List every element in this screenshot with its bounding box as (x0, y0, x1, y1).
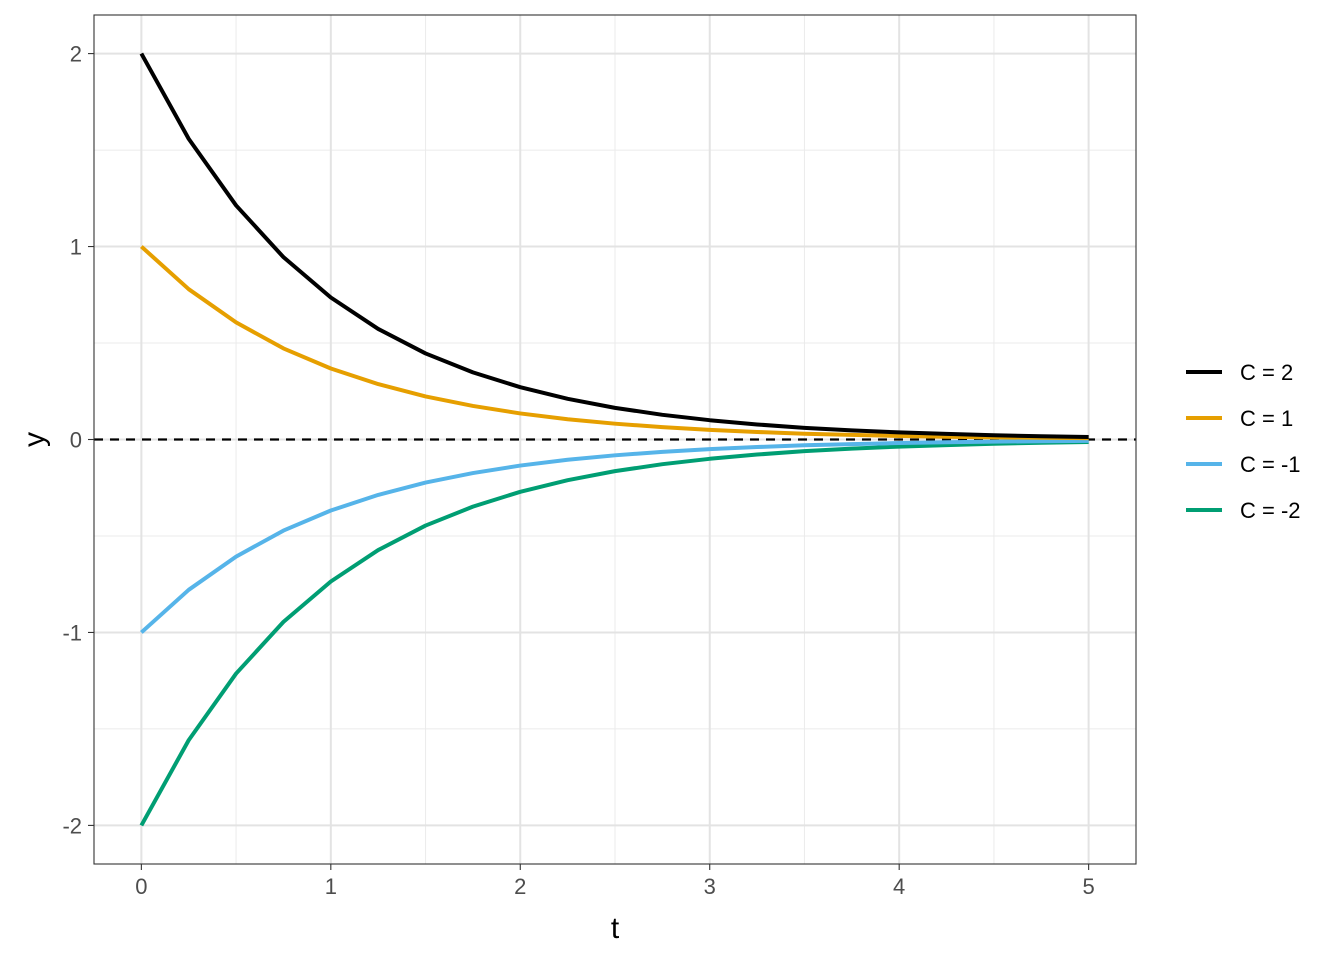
series-line-c-neg-1 (140, 438, 1089, 634)
legend-label: C = 1 (1240, 406, 1293, 431)
legend-label: C = -1 (1240, 452, 1301, 477)
y-axis: -2 -1 0 1 2 (62, 42, 94, 838)
series-line-c-2 (139, 52, 1089, 439)
x-tick-label: 3 (704, 874, 716, 899)
y-tick-label: 1 (70, 235, 82, 260)
series-line-c-1 (140, 245, 1089, 441)
series-line-c-neg-2 (139, 440, 1089, 827)
x-axis: 0 1 2 3 4 5 (135, 864, 1095, 899)
x-axis-title: t (611, 912, 620, 945)
y-tick-label: -2 (62, 813, 82, 838)
y-tick-label: -1 (62, 620, 82, 645)
x-tick-label: 0 (135, 874, 147, 899)
series-layer (139, 52, 1089, 827)
x-tick-label: 5 (1083, 874, 1095, 899)
legend-label: C = 2 (1240, 360, 1293, 385)
legend-label: C = -2 (1240, 498, 1301, 523)
y-tick-label: 2 (70, 42, 82, 67)
x-tick-label: 4 (893, 874, 905, 899)
legend: C = 2 C = 1 C = -1 C = -2 (1186, 360, 1301, 523)
x-tick-label: 1 (325, 874, 337, 899)
y-axis-title: y (18, 432, 51, 447)
y-tick-label: 0 (70, 428, 82, 453)
x-tick-label: 2 (514, 874, 526, 899)
